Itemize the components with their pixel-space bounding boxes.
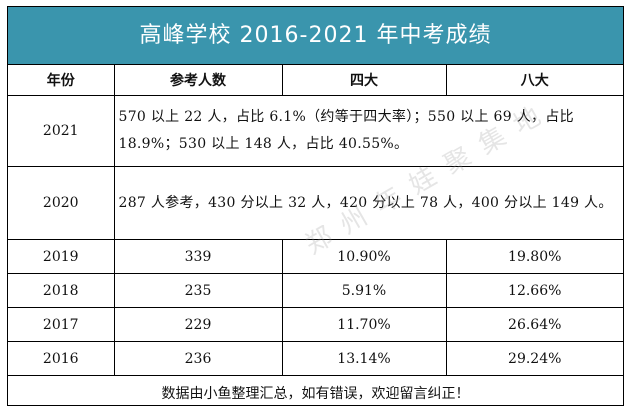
header-count: 参考人数	[113, 65, 283, 96]
bada-cell: 12.66%	[445, 273, 623, 308]
count-cell: 339	[113, 239, 283, 274]
bada-cell: 19.80%	[445, 239, 623, 274]
year-cell: 2017	[8, 307, 115, 342]
header-row: 年份 参考人数 四大 八大	[8, 65, 623, 96]
table-title: 高峰学校 2016-2021 年中考成绩	[8, 7, 623, 65]
note-cell: 570 以上 22 人，占比 6.1%（约等于四大率）；550 以上 69 人，…	[113, 95, 623, 167]
sida-cell: 13.14%	[281, 341, 447, 376]
bada-cell: 26.64%	[445, 307, 623, 342]
year-cell: 2020	[8, 166, 115, 240]
sida-cell: 5.91%	[281, 273, 447, 308]
header-year: 年份	[8, 65, 115, 96]
header-sida: 四大	[281, 65, 447, 96]
year-cell: 2019	[8, 239, 115, 274]
count-cell: 235	[113, 273, 283, 308]
sida-cell: 10.90%	[281, 239, 447, 274]
footer-note: 数据由小鱼整理汇总，如有错误，欢迎留言纠正！	[8, 375, 623, 409]
year-cell: 2018	[8, 273, 115, 308]
footer-row: 数据由小鱼整理汇总，如有错误，欢迎留言纠正！	[8, 375, 623, 409]
table-row: 2018 235 5.91% 12.66%	[8, 273, 623, 308]
table-row: 2020 287 人参考，430 分以上 32 人，420 分以上 78 人，4…	[8, 166, 623, 240]
table-row: 2021 570 以上 22 人，占比 6.1%（约等于四大率）；550 以上 …	[8, 95, 623, 167]
score-table-card: 高峰学校 2016-2021 年中考成绩 年份 参考人数 四大 八大 2021 …	[7, 6, 624, 409]
count-cell: 229	[113, 307, 283, 342]
note-cell: 287 人参考，430 分以上 32 人，420 分以上 78 人，400 分以…	[113, 166, 623, 240]
bada-cell: 29.24%	[445, 341, 623, 376]
score-table: 年份 参考人数 四大 八大 2021 570 以上 22 人，占比 6.1%（约…	[8, 65, 623, 409]
table-row: 2017 229 11.70% 26.64%	[8, 307, 623, 342]
header-bada: 八大	[445, 65, 623, 96]
table-row: 2019 339 10.90% 19.80%	[8, 239, 623, 274]
sida-cell: 11.70%	[281, 307, 447, 342]
year-cell: 2021	[8, 95, 115, 167]
count-cell: 236	[113, 341, 283, 376]
year-cell: 2016	[8, 341, 115, 376]
table-row: 2016 236 13.14% 29.24%	[8, 341, 623, 376]
